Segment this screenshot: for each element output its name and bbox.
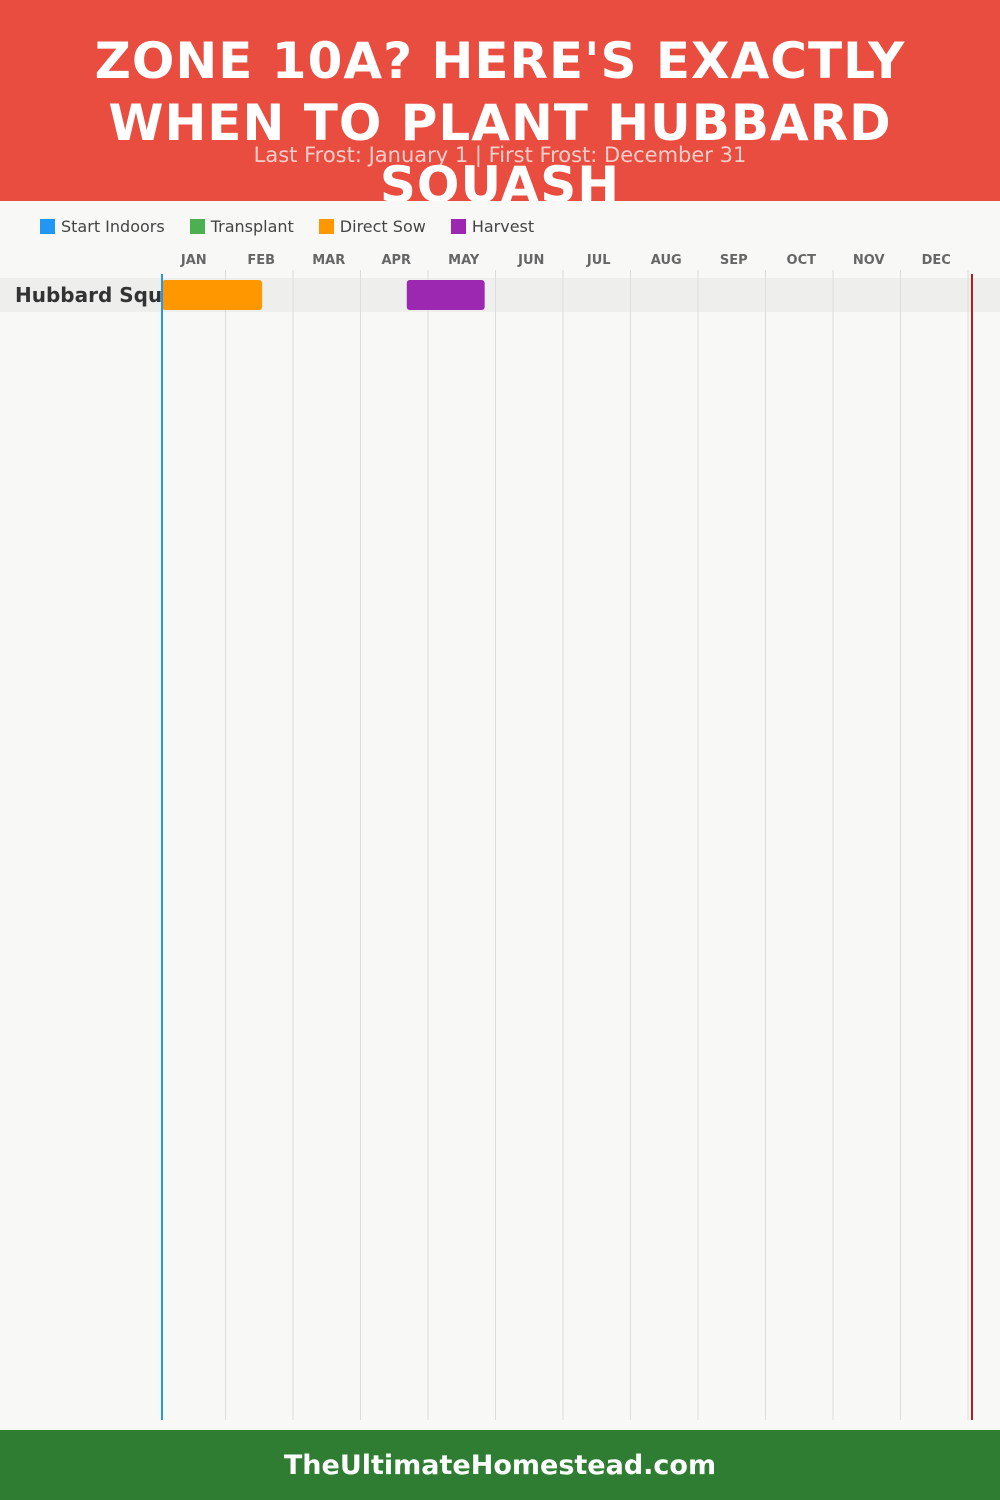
row-label: Hubbard Squash [15,283,202,307]
frost-dates-subtitle: Last Frost: January 1 | First Frost: Dec… [253,143,747,167]
month-label: SEP [720,253,748,268]
legend-label: Harvest [471,216,535,236]
planting-calendar-chart: JAN FEB MAR APR MAY JUN JUL AUG SEP OCT NOV DEC Hubb… [0,253,1000,1420]
legend-swatch [450,218,466,234]
header-banner: ZONE 10A? HERE'S EXACTLY WHEN TO PLANT H… [0,0,1000,201]
month-label: AUG [651,253,682,268]
legend-label: Transplant [210,216,294,236]
bar-direct-sow [162,280,263,310]
month-label: OCT [787,253,817,268]
month-label: DEC [922,253,951,268]
month-label: JAN [180,253,207,268]
legend-item: Start Indoors [40,217,165,236]
month-label: MAR [312,253,345,268]
page-title: ZONE 10A? HERE'S EXACTLY WHEN TO PLANT H… [94,32,906,201]
month-label: APR [381,253,411,268]
bar-harvest [406,280,485,310]
legend-item: Transplant [189,216,294,236]
legend-swatch [189,218,205,234]
month-label: NOV [853,253,885,268]
month-label: JUN [517,253,544,268]
site-url: TheUltimateHomestead.com [283,1449,717,1481]
legend-swatch [40,218,55,234]
legend-label: Start Indoors [61,216,165,236]
month-label: MAY [448,253,480,268]
chart-legend: Start Indoors Transplant Direct Sow Harvest [40,215,559,237]
month-label: JUL [586,253,611,268]
legend-swatch [318,218,334,234]
month-label: FEB [247,253,275,268]
legend-item: Direct Sow [318,216,426,236]
legend-item: Harvest [450,216,535,236]
footer-banner: TheUltimateHomestead.com [0,1430,1000,1500]
legend-label: Direct Sow [339,216,426,236]
